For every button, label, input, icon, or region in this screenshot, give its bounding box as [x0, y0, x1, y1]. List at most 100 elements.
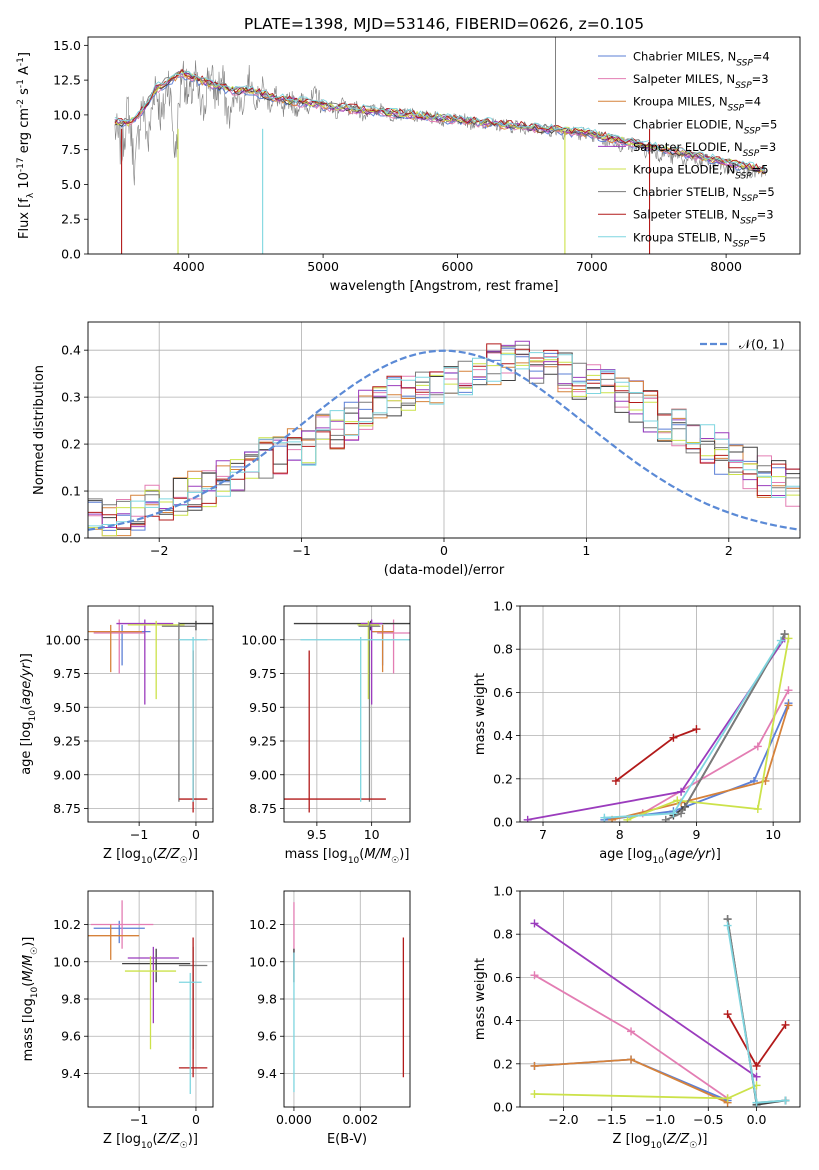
y-tick-label: 7.5	[61, 142, 81, 157]
marker-salpeter-elodie	[523, 815, 532, 822]
panel-age-vs-Z: −1 0 8.75 9.00 9.25 9.50 9.75 10.00 Z [log10(Z/Z…	[19, 605, 214, 866]
y-tick-label: 0.4	[493, 1013, 513, 1028]
y-tick-label: 10.0	[53, 954, 81, 969]
legend-label-kroupa-elodie: Kroupa ELODIE, NSSP=5	[633, 163, 769, 182]
x-tick-label: 0	[192, 827, 200, 842]
y-tick-label: 9.00	[249, 767, 277, 782]
x-tick-label: 7	[539, 827, 547, 842]
x-tick-label: −1	[292, 543, 310, 558]
marker-kroupa-elodie	[530, 1090, 539, 1099]
y-tick-label: 9.50	[53, 700, 81, 715]
plot-area	[88, 900, 208, 1094]
marker-kroupa-elodie	[723, 1094, 732, 1103]
marker-salpeter-miles	[627, 1027, 636, 1036]
x-tick-label: 0.0	[747, 1112, 767, 1127]
x-axis-label: mass [log10(M/M☉)]	[285, 847, 410, 866]
legend-label-salpeter-elodie: Salpeter ELODIE, NSSP=3	[633, 140, 776, 159]
y-tick-label: 10.0	[249, 954, 277, 969]
marker-kroupa-elodie	[673, 796, 682, 805]
marker-kroupa-stelib	[600, 813, 609, 822]
y-tick-label: 10.00	[241, 632, 277, 647]
panel-mass-vs-EBV: 0.000 0.002 9.4 9.6 9.8 10.0 10.2 E(B-V)	[249, 890, 411, 1147]
marker-salpeter-stelib	[752, 1061, 761, 1070]
axes-frame	[519, 605, 801, 823]
legend-label-normal: 𝒩(0, 1)	[739, 337, 785, 352]
weight-line-kroupa-miles	[611, 705, 790, 821]
axes-frame	[519, 890, 801, 1108]
x-tick-label: 2	[725, 543, 733, 558]
marker-salpeter-miles	[784, 686, 793, 695]
plot-area	[523, 630, 793, 822]
x-tick-label: 8	[616, 827, 624, 842]
x-tick-label: 0.002	[342, 1112, 378, 1127]
x-tick-label: −1	[130, 1112, 148, 1127]
y-tick-label: 0.8	[493, 927, 513, 942]
legend-label-chabrier-elodie: Chabrier ELODIE, NSSP=5	[633, 117, 777, 136]
panel-weight-vs-Z: −2.0 −1.5 −1.0 −0.5 0.0 0.0 0.2 0.4 0.6 0.8 1.0 Z […	[473, 884, 801, 1151]
legend-label-salpeter-miles: Salpeter MILES, NSSP=3	[633, 72, 769, 91]
x-tick-label: 10	[765, 827, 781, 842]
y-axis-label: mass weight	[473, 673, 488, 755]
y-tick-label: 10.0	[53, 107, 81, 122]
y-tick-label: 12.5	[53, 73, 81, 88]
y-tick-label: 8.75	[53, 801, 81, 816]
y-axis-label: mass weight	[473, 958, 488, 1040]
y-tick-label: 0.4	[61, 343, 81, 358]
normal-curve	[88, 349, 800, 531]
marker-salpeter-elodie	[530, 919, 539, 928]
axes-frame	[87, 890, 214, 1108]
x-tick-label: −1.5	[597, 1112, 627, 1127]
axes-frame	[87, 605, 214, 823]
y-tick-label: 9.75	[53, 666, 81, 681]
x-tick-label: 0	[192, 1112, 200, 1127]
x-tick-label: −1	[130, 827, 148, 842]
x-tick-label: 4000	[173, 259, 205, 274]
x-tick-label: 8000	[710, 259, 742, 274]
y-tick-label: 0.3	[61, 390, 81, 405]
model-line-kroupa-stelib	[114, 70, 766, 171]
x-axis-label: age [log10(age/yr)]	[599, 847, 721, 866]
x-axis-label: Z [log10(Z/Z☉)]	[613, 1132, 708, 1151]
y-axis-label: age [log10(age/yr)]	[19, 653, 38, 775]
plot-area	[284, 619, 410, 813]
y-tick-label: 15.0	[53, 38, 81, 53]
y-tick-label: 0.0	[61, 247, 81, 262]
marker-kroupa-stelib	[781, 1096, 790, 1105]
axes-frame	[283, 605, 411, 823]
y-tick-label: 0.6	[493, 970, 513, 985]
x-axis-label: Z [log10(Z/Z☉)]	[103, 1132, 198, 1151]
marker-salpeter-miles	[530, 971, 539, 980]
x-tick-label: 1	[582, 543, 590, 558]
legend-label-kroupa-stelib: Kroupa STELIB, NSSP=5	[633, 230, 766, 249]
y-tick-label: 0.0	[493, 1100, 513, 1115]
x-tick-label: 10	[364, 827, 380, 842]
marker-salpeter-stelib	[723, 1010, 732, 1019]
marker-salpeter-miles	[753, 742, 762, 751]
y-tick-label: 0.1	[61, 484, 81, 499]
marker-salpeter-elodie	[677, 787, 686, 796]
y-tick-label: 2.5	[61, 212, 81, 227]
y-tick-label: 0.0	[61, 531, 81, 546]
y-tick-label: 0.2	[493, 1056, 513, 1071]
panel-residuals: −2 −1 0 1 2 0.0 0.1 0.2 0.3 0.4 (data-model)/error…	[32, 321, 801, 578]
x-tick-label: −1.0	[645, 1112, 675, 1127]
y-tick-label: 9.8	[61, 992, 81, 1007]
y-tick-label: 10.00	[45, 632, 81, 647]
marker-chabrier-stelib	[780, 630, 789, 639]
legend-label-kroupa-miles: Kroupa MILES, NSSP=4	[633, 95, 761, 114]
y-axis-label: Normed distribution	[32, 365, 47, 495]
axes-frame	[283, 890, 411, 1108]
y-tick-label: 9.50	[249, 700, 277, 715]
marker-salpeter-stelib	[611, 776, 620, 785]
weight-line-salpeter-elodie	[527, 637, 786, 821]
y-tick-label: 9.6	[257, 1029, 277, 1044]
x-tick-label: 5000	[307, 259, 339, 274]
x-axis-label: Z [log10(Z/Z☉)]	[103, 847, 198, 866]
marker-chabrier-stelib	[661, 815, 670, 822]
y-tick-label: 9.4	[257, 1066, 277, 1081]
axes-frame	[87, 321, 801, 539]
y-tick-label: 9.75	[249, 666, 277, 681]
marker-salpeter-stelib	[781, 1020, 790, 1029]
y-tick-label: 9.00	[53, 767, 81, 782]
